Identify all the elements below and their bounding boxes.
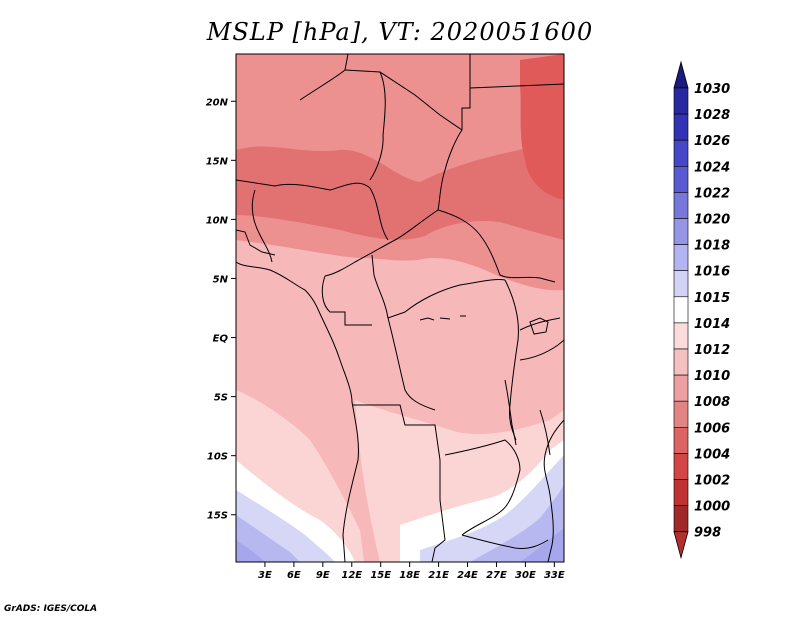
lake-congo: [419, 315, 466, 321]
colorbar-swatch: [673, 426, 689, 454]
coastline-west: [236, 261, 359, 562]
colorbar-swatch: [673, 192, 689, 219]
border-6: [469, 83, 564, 89]
border-18: [519, 317, 561, 331]
lat-tick-label: 5S: [214, 393, 228, 404]
colorbar-label: 1008: [694, 395, 730, 410]
colorbar-top-arrow: [673, 60, 689, 89]
lake-malawi: [539, 409, 551, 456]
field-1018b: [520, 528, 564, 562]
colorbar-label: 1006: [694, 421, 730, 436]
colorbar-swatch: [673, 479, 689, 506]
border-16: [461, 469, 521, 536]
lat-axis: 20N 15N 10N 5N EQ 5S 10S 15S: [206, 97, 236, 522]
colorbar: 1030 1028 1026 1024 1022 1020 1018 1016 1015 1014…: [673, 60, 730, 560]
border-8: [437, 209, 556, 283]
lon-tick-label: 24E: [457, 570, 478, 581]
border-9: [321, 275, 372, 326]
lon-tick-label: 33E: [544, 570, 565, 581]
colorbar-swatch: [673, 296, 689, 324]
colorbar-label: 1026: [694, 134, 730, 149]
colorbar-swatch: [673, 505, 689, 533]
border-10: [371, 254, 506, 319]
lon-tick-label: 15E: [370, 570, 391, 581]
colorbar-label: 1010: [694, 369, 730, 384]
grads-credit: GrADS: IGES/COLA: [4, 604, 98, 614]
colorbar-label: 1004: [694, 447, 730, 462]
colorbar-bottom-arrow: [673, 531, 689, 560]
lon-tick-label: 6E: [287, 570, 301, 581]
pressure-field: [236, 54, 564, 562]
colorbar-swatch: [673, 87, 689, 115]
inland-border-20: [236, 229, 276, 256]
lake-victoria: [529, 317, 549, 335]
border-12: [504, 279, 519, 441]
field-1006: [236, 80, 564, 240]
lat-tick-label: 10S: [207, 452, 228, 463]
lon-tick-label: 12E: [341, 570, 362, 581]
colorbar-label: 1016: [694, 265, 730, 280]
colorbar-swatch: [673, 322, 689, 350]
border-5: [437, 54, 471, 211]
map-frame: [235, 53, 565, 563]
border-2: [299, 54, 349, 101]
colorbar-label: 1015: [694, 291, 730, 306]
colorbar-swatch: [673, 113, 689, 141]
colorbar-swatch: [673, 244, 689, 272]
colorbar-swatch: [673, 400, 689, 428]
lat-tick-label: 20N: [206, 97, 229, 108]
border-17: [461, 534, 549, 549]
lon-tick-label: 9E: [316, 570, 330, 581]
border-11: [387, 317, 436, 411]
colorbar-label: 1022: [694, 186, 730, 201]
inland-border-21: [251, 189, 273, 263]
colorbar-label: 1012: [694, 343, 730, 358]
border-1: [236, 179, 389, 241]
field-1018: [236, 540, 265, 562]
colorbar-label: 1018: [694, 239, 730, 254]
border-3: [344, 69, 386, 181]
lat-tick-label: EQ: [213, 334, 229, 345]
border-4: [379, 71, 463, 131]
colorbar-swatch: [673, 218, 689, 245]
border-13: [352, 404, 441, 461]
colorbar-label: 998: [694, 526, 721, 541]
colorbar-swatch: [673, 374, 689, 402]
field-1016: [236, 515, 300, 562]
border-7: [324, 209, 439, 277]
colorbar-label: 1002: [694, 474, 730, 489]
colorbar-swatch: [673, 166, 689, 193]
coastline-east: [543, 419, 564, 562]
chart-title: MSLP [hPa], VT: 2020051600: [206, 18, 594, 46]
colorbar-swatch: [673, 453, 689, 480]
country-borders: [236, 54, 564, 562]
lat-tick-label: 5N: [213, 274, 229, 285]
lon-tick-label: 21E: [428, 570, 449, 581]
colorbar-label: 1028: [694, 108, 730, 123]
lat-tick-label: 15N: [206, 156, 229, 167]
border-19: [519, 339, 564, 361]
colorbar-label: 1020: [694, 213, 730, 228]
field-1008: [236, 54, 564, 291]
lat-tick-label: 10N: [206, 215, 229, 226]
lon-tick-label: 30E: [515, 570, 536, 581]
border-15: [444, 439, 521, 471]
field-1016b: [470, 485, 564, 562]
colorbar-swatch: [673, 348, 689, 376]
colorbar-label: 1014: [694, 317, 730, 332]
lon-tick-label: 27E: [486, 570, 507, 581]
lon-axis: 3E 6E 9E 12E 15E 18E 21E 24E 27E 30E 33E: [258, 562, 565, 581]
colorbar-swatch: [673, 270, 689, 298]
colorbar-label: 1030: [694, 82, 730, 97]
lat-tick-label: 15S: [207, 511, 228, 522]
lon-tick-label: 18E: [399, 570, 420, 581]
border-14: [431, 460, 446, 562]
lon-tick-label: 3E: [258, 570, 272, 581]
field-1004: [520, 54, 564, 200]
colorbar-label: 1024: [694, 160, 730, 175]
lake-tanganyika: [504, 379, 517, 446]
colorbar-swatch: [673, 139, 689, 167]
colorbar-label: 1000: [694, 500, 730, 515]
